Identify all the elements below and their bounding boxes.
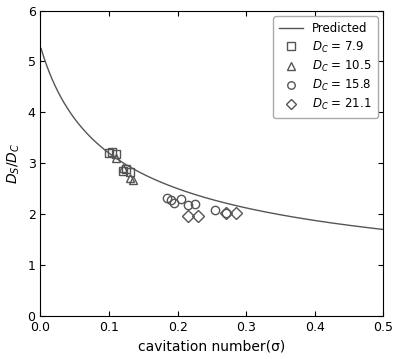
$D_C$ = 15.8: [223, 210, 228, 215]
$D_C$ = 10.5: [130, 178, 135, 182]
Line: $D_C$ = 21.1: $D_C$ = 21.1: [184, 209, 240, 220]
$D_C$ = 15.8: [192, 202, 197, 206]
Predicted: [306, 217, 310, 222]
$D_C$ = 21.1: [233, 211, 238, 215]
$D_C$ = 7.9: [127, 170, 132, 174]
$D_C$ = 21.1: [223, 211, 228, 215]
$D_C$ = 7.9: [110, 150, 115, 154]
Predicted: [312, 218, 317, 223]
$D_C$ = 15.8: [172, 201, 177, 205]
Predicted: [274, 212, 279, 216]
$D_C$ = 21.1: [186, 214, 190, 218]
Predicted: [177, 187, 182, 191]
Line: $D_C$ = 15.8: $D_C$ = 15.8: [163, 194, 230, 217]
$D_C$ = 10.5: [120, 166, 125, 171]
Predicted: [74, 118, 79, 123]
$D_C$ = 7.9: [107, 151, 111, 155]
$D_C$ = 7.9: [113, 152, 118, 156]
Line: $D_C$ = 7.9: $D_C$ = 7.9: [105, 148, 134, 177]
$D_C$ = 15.8: [213, 208, 218, 212]
Predicted: [190, 191, 194, 196]
Y-axis label: $D_S/D_C$: $D_S/D_C$: [6, 143, 22, 184]
$D_C$ = 15.8: [165, 196, 170, 200]
$D_C$ = 21.1: [196, 214, 201, 218]
$D_C$ = 10.5: [113, 156, 118, 160]
X-axis label: cavitation number(σ): cavitation number(σ): [138, 340, 286, 354]
$D_C$ = 7.9: [124, 167, 128, 172]
$D_C$ = 15.8: [186, 203, 190, 207]
$D_C$ = 15.8: [179, 197, 184, 201]
$D_C$ = 7.9: [120, 169, 125, 173]
$D_C$ = 10.5: [127, 176, 132, 180]
Predicted: [39, 46, 43, 51]
Predicted: [381, 227, 386, 232]
Line: Predicted: Predicted: [41, 48, 383, 229]
$D_C$ = 15.8: [168, 198, 173, 202]
Line: $D_C$ = 10.5: $D_C$ = 10.5: [112, 154, 137, 184]
Legend: Predicted, $D_C$ = 7.9, $D_C$ = 10.5, $D_C$ = 15.8, $D_C$ = 21.1: Predicted, $D_C$ = 7.9, $D_C$ = 10.5, $D…: [273, 17, 377, 118]
